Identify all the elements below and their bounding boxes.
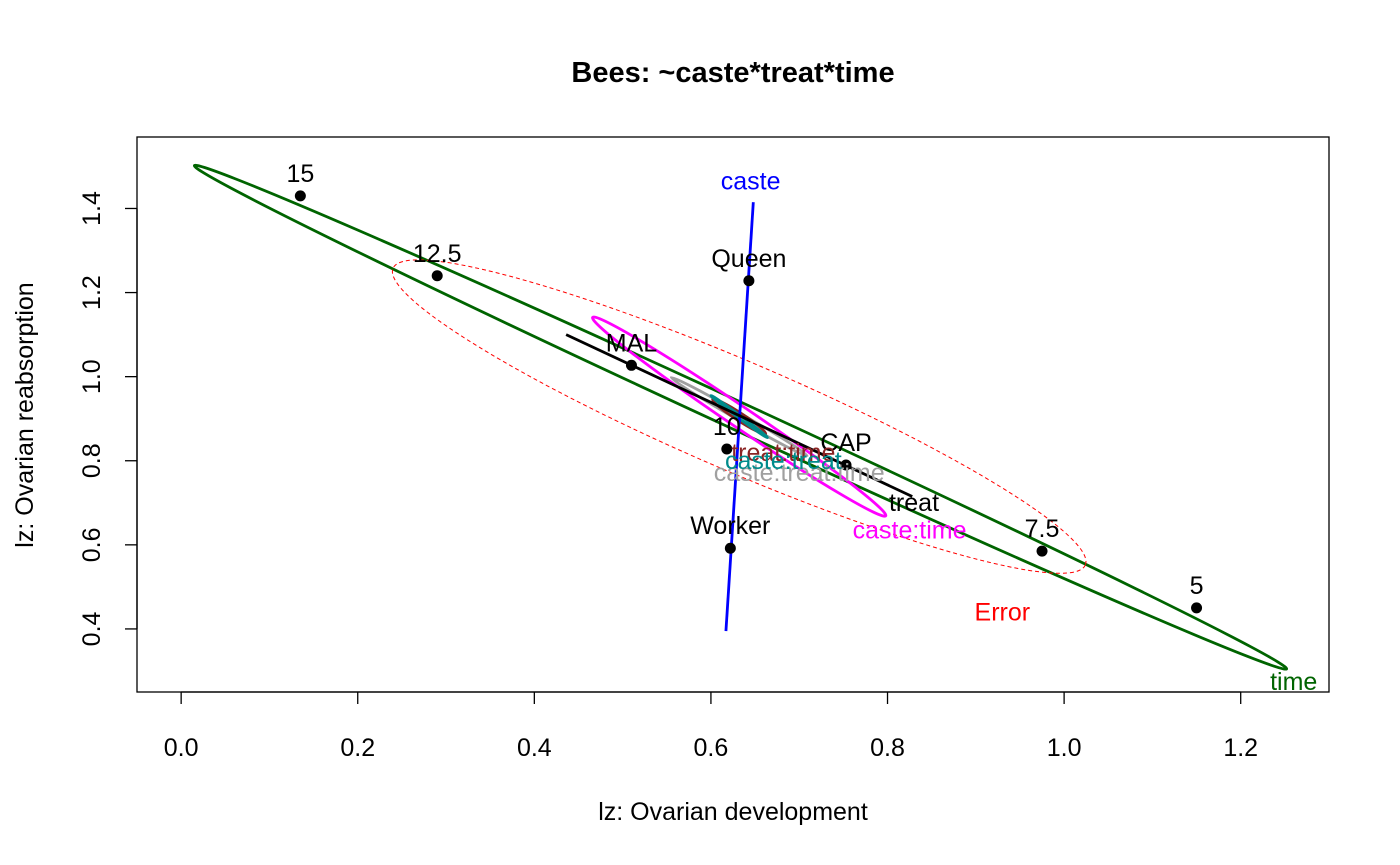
plot-marks: 15 12.5 10 7.5 5 Queen Worker MAL CAP time Error ca… xyxy=(192,160,1317,696)
term-label-caste-treat: caste:treat xyxy=(725,447,842,475)
term-label-caste-time: caste:time xyxy=(853,517,967,545)
ellipse-time xyxy=(192,163,1289,671)
term-label-time: time xyxy=(1270,668,1317,696)
y-tick-label: 1.4 xyxy=(78,191,106,226)
ellipse-error xyxy=(391,259,1087,574)
point-7-5 xyxy=(1036,545,1048,557)
x-tick-label: 1.0 xyxy=(1047,734,1082,762)
y-tick-label: 0.6 xyxy=(78,527,106,562)
y-tick-label: 1.0 xyxy=(78,359,106,394)
x-tick-label: 0.4 xyxy=(517,734,552,762)
x-tick-label: 0.8 xyxy=(870,734,905,762)
point-12-5 xyxy=(431,270,443,282)
point-queen xyxy=(743,275,755,287)
ellipse-caste-time xyxy=(591,315,888,518)
point-10 xyxy=(721,443,733,455)
point-15 xyxy=(294,190,306,202)
ellipse-treat-time xyxy=(711,397,768,436)
point-5 xyxy=(1191,602,1203,614)
point-mal xyxy=(625,359,637,371)
x-tick-label: 0.0 xyxy=(164,734,199,762)
point-label-cap: CAP xyxy=(820,429,871,457)
y-tick-label: 1.2 xyxy=(78,275,106,310)
point-label-15: 15 xyxy=(286,160,314,188)
x-axis-label: lz: Ovarian development xyxy=(598,798,868,826)
point-cap xyxy=(840,459,852,471)
term-label-caste-treat-time: caste:treat:time xyxy=(714,459,885,487)
x-tick-label: 0.6 xyxy=(694,734,729,762)
point-label-7-5: 7.5 xyxy=(1025,515,1060,543)
term-label-error: Error xyxy=(975,599,1031,627)
term-label-treat: treat xyxy=(889,489,939,517)
x-tick-label: 1.2 xyxy=(1223,734,1258,762)
point-label-5: 5 xyxy=(1190,572,1204,600)
axes: 0.0 0.2 0.4 0.6 0.8 1.0 1.2 0.4 0.6 0.8 1.0 1.2 1.4 xyxy=(78,191,1258,762)
term-label-caste: caste xyxy=(721,168,781,196)
point-worker xyxy=(724,542,736,554)
point-label-12-5: 12.5 xyxy=(413,240,462,268)
line-treat xyxy=(565,333,913,498)
point-label-queen: Queen xyxy=(711,245,786,273)
point-label-worker: Worker xyxy=(690,512,770,540)
chart-title: Bees: ~caste*treat*time xyxy=(571,57,894,89)
point-label-mal: MAL xyxy=(606,329,658,357)
x-tick-label: 0.2 xyxy=(340,734,375,762)
y-tick-label: 0.8 xyxy=(78,443,106,478)
y-tick-label: 0.4 xyxy=(78,611,106,646)
y-axis-label: lz: Ovarian reabsorption xyxy=(11,282,39,547)
term-label-treat-time: treat:time xyxy=(731,439,835,467)
point-label-10: 10 xyxy=(713,413,741,441)
